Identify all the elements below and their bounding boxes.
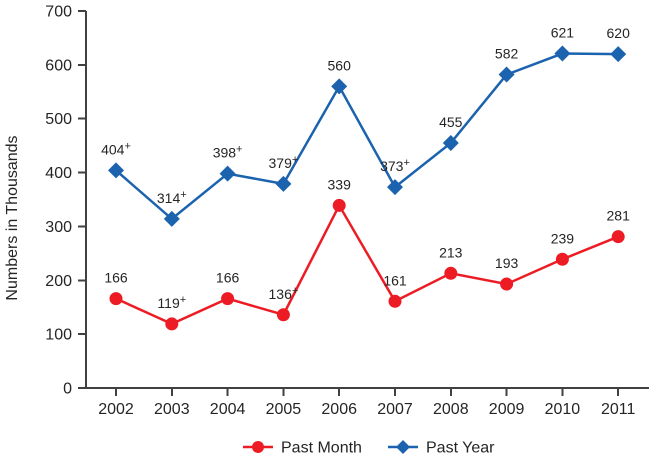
data-point-past-year-2009 [498, 66, 515, 83]
data-point-past-month-2008 [444, 266, 458, 280]
data-point-label-past-month-2009: 193 [495, 255, 519, 271]
data-point-past-month-2002 [109, 292, 123, 306]
y-tick-label: 400 [45, 165, 72, 182]
data-point-past-month-2005 [276, 308, 290, 322]
x-tick-label: 2004 [210, 401, 246, 418]
y-tick-label: 700 [45, 4, 72, 21]
data-point-label-past-year-2008: 455 [439, 114, 463, 130]
x-tick-label: 2007 [377, 401, 413, 418]
y-tick-label: 0 [63, 381, 72, 398]
data-point-label-past-year-2005: 379+ [269, 154, 299, 171]
legend: Past Month Past Year [243, 440, 495, 457]
data-point-past-month-2004 [221, 292, 235, 306]
y-tick-label: 600 [45, 57, 72, 74]
data-point-label-past-month-2005: 136+ [269, 285, 299, 302]
data-point-label-past-year-2006: 560 [328, 57, 352, 73]
data-point-label-past-month-2011: 281 [607, 208, 631, 224]
x-tick-label: 2008 [433, 401, 469, 418]
data-point-label-past-year-2002: 404+ [101, 140, 131, 157]
legend-item-past-month: Past Month [243, 440, 362, 457]
data-point-label-past-year-2007: 373+ [380, 157, 410, 174]
data-point-label-past-month-2002: 166 [104, 270, 128, 286]
legend-item-past-year: Past Year [388, 440, 495, 457]
data-point-past-month-2007 [388, 294, 402, 308]
y-axis-title: Numbers in Thousands [4, 135, 21, 300]
data-point-label-past-month-2003: 119+ [157, 294, 186, 311]
y-tick-label: 100 [45, 327, 72, 344]
data-point-past-year-2002 [108, 162, 124, 179]
data-point-label-past-year-2011: 620 [607, 25, 631, 41]
x-tick-label: 2002 [98, 401, 134, 418]
data-point-past-year-2008 [442, 134, 459, 151]
data-point-label-past-month-2006: 339 [328, 176, 352, 192]
x-tick-label: 2006 [321, 401, 357, 418]
x-tick-label: 2009 [489, 401, 525, 418]
legend-label-past-year: Past Year [426, 440, 495, 457]
data-point-label-past-year-2004: 398+ [213, 144, 243, 161]
data-point-past-year-2007 [387, 179, 403, 196]
data-point-past-month-2011 [611, 230, 625, 244]
data-point-past-month-2006 [332, 198, 346, 212]
x-tick-label: 2010 [545, 401, 581, 418]
data-point-label-past-month-2004: 166 [216, 270, 240, 286]
legend-label-past-month: Past Month [281, 440, 362, 457]
x-tick-label: 2005 [266, 401, 302, 418]
legend-diamond-marker-icon [396, 440, 410, 454]
data-point-past-month-2003 [165, 317, 179, 331]
y-tick-label: 500 [45, 111, 72, 128]
x-tick-label: 2011 [601, 401, 636, 418]
data-point-past-year-2004 [219, 165, 236, 182]
data-point-label-past-month-2010: 239 [551, 230, 575, 246]
data-point-label-past-year-2010: 621 [551, 25, 575, 41]
y-tick-label: 200 [45, 273, 72, 290]
series-line-past-month [115, 202, 619, 326]
data-point-past-year-2003 [163, 210, 180, 227]
data-point-past-year-2006 [331, 78, 348, 95]
data-point-label-past-month-2007: 161 [383, 272, 407, 288]
y-tick-label: 300 [45, 219, 72, 236]
data-point-label-past-year-2009: 582 [495, 46, 519, 62]
data-point-past-year-2011 [610, 46, 627, 63]
x-tick-label: 2003 [154, 401, 190, 418]
data-point-label-past-year-2003: 314+ [157, 189, 187, 206]
series-line-past-year [115, 52, 619, 221]
legend-circle-marker-icon [252, 441, 264, 453]
data-point-past-month-2009 [500, 277, 514, 291]
data-point-past-month-2010 [555, 252, 569, 266]
data-point-past-year-2010 [554, 45, 571, 62]
data-point-label-past-month-2008: 213 [439, 244, 463, 260]
data-point-past-year-2005 [275, 175, 292, 192]
